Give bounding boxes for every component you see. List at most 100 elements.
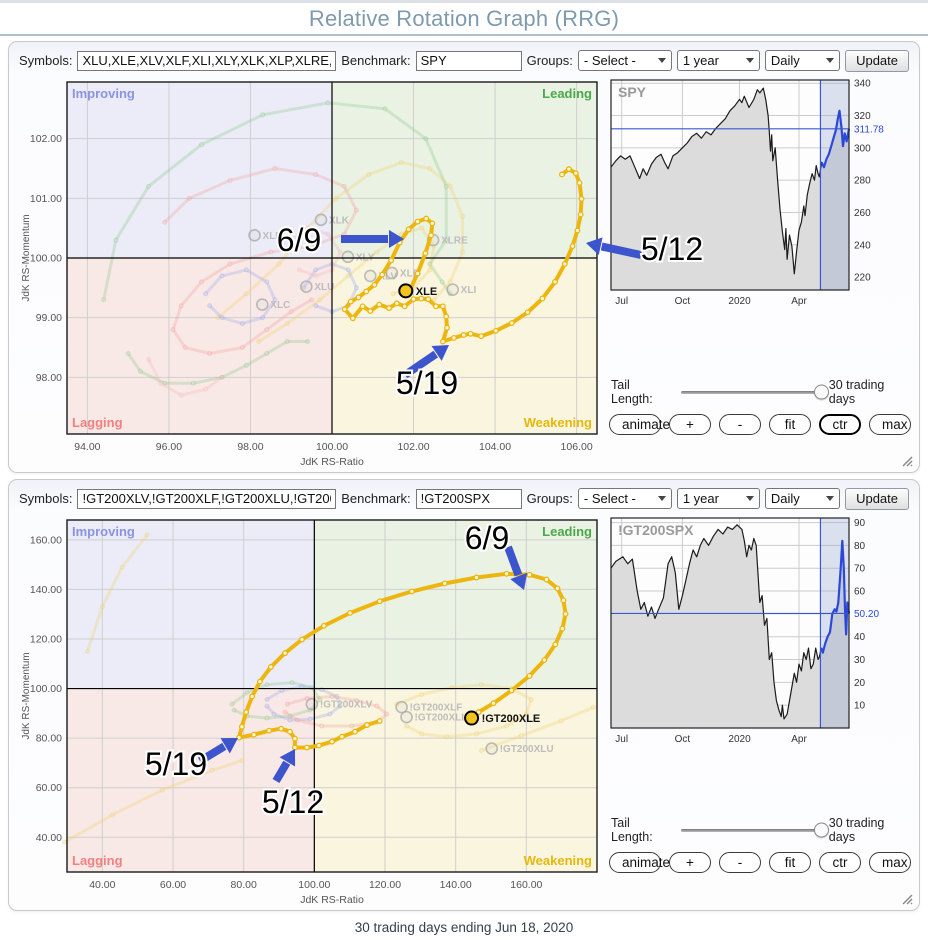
animate-button[interactable]: animate: [609, 414, 670, 435]
zoom-in-button[interactable]: +: [669, 414, 711, 435]
svg-text:Improving: Improving: [72, 86, 135, 101]
max-button[interactable]: max: [869, 852, 911, 873]
svg-text:XLRE: XLRE: [441, 236, 468, 247]
max-button[interactable]: max: [869, 414, 911, 435]
update-button[interactable]: Update: [845, 487, 909, 510]
resize-handle-icon[interactable]: [899, 891, 913, 905]
svg-text:Weakening: Weakening: [524, 415, 592, 430]
svg-text:Jul: Jul: [615, 296, 628, 307]
animate-button[interactable]: animate: [609, 852, 670, 873]
svg-text:Apr: Apr: [791, 734, 807, 745]
svg-text:102.00: 102.00: [397, 441, 429, 453]
symbols-label: Symbols:: [19, 491, 73, 506]
svg-text:2020: 2020: [728, 734, 751, 745]
page-title: Relative Rotation Graph (RRG): [308, 5, 620, 31]
tail-length-slider[interactable]: [680, 384, 829, 400]
svg-text:Leading: Leading: [542, 524, 592, 539]
period-select-value: 1 year: [682, 491, 719, 506]
groups-label: Groups:: [526, 53, 573, 68]
svg-text:JdK RS-Ratio: JdK RS-Ratio: [300, 894, 364, 904]
update-button[interactable]: Update: [845, 49, 909, 72]
rrg-chart[interactable]: 40.00 60.00 80.00 100.00 120.00 140.00 160.00 4…: [19, 514, 609, 909]
svg-text:!GT200XLU: !GT200XLU: [500, 744, 554, 755]
svg-text:140.00: 140.00: [440, 879, 472, 891]
rrg-chart-svg[interactable]: 94.00 96.00 98.00 100.00 102.00 104.00 106.00 9…: [19, 76, 609, 468]
svg-text:Oct: Oct: [675, 734, 691, 745]
benchmark-mini-chart[interactable]: 340 320 300 280 260 240 220 311.78 Jul Oct 2020 Apr…: [609, 76, 911, 316]
svg-text:94.00: 94.00: [74, 441, 100, 453]
tail-length-label: Tail Length:: [611, 816, 653, 844]
svg-text:JdK RS-Momentum: JdK RS-Momentum: [21, 214, 32, 301]
chevron-down-icon: [745, 496, 754, 501]
svg-text:100.00: 100.00: [316, 441, 348, 453]
svg-text:70: 70: [854, 564, 866, 575]
svg-text:100.00: 100.00: [30, 253, 62, 265]
zoom-out-button[interactable]: -: [719, 414, 761, 435]
svg-text:Improving: Improving: [72, 524, 135, 539]
svg-text:SPY: SPY: [618, 84, 647, 100]
svg-text:XLP: XLP: [400, 268, 420, 279]
benchmark-mini-panel: 90 80 70 60 40 30 20 10 50.20 Jul Oct 2020 Apr !GT200…: [609, 514, 911, 906]
frequency-select-value: Daily: [770, 53, 800, 68]
resize-handle-icon[interactable]: [899, 453, 913, 467]
svg-text:JdK RS-Ratio: JdK RS-Ratio: [300, 456, 364, 466]
svg-text:80.00: 80.00: [231, 879, 257, 891]
period-select[interactable]: 1 year: [676, 488, 760, 509]
fit-button[interactable]: fit: [769, 852, 811, 873]
benchmark-label: Benchmark:: [341, 491, 411, 506]
symbols-input[interactable]: [77, 488, 337, 509]
benchmark-label: Benchmark:: [341, 53, 411, 68]
benchmark-mini-chart[interactable]: 90 80 70 60 40 30 20 10 50.20 Jul Oct 2020 Apr !GT200…: [609, 514, 911, 754]
svg-text:!GT200XLE: !GT200XLE: [482, 713, 541, 725]
symbols-input[interactable]: [77, 50, 337, 71]
rrg-panel-gt200: Symbols: Benchmark: Groups: - Select - 1…: [8, 479, 920, 911]
svg-text:102.00: 102.00: [30, 133, 62, 145]
tail-length-value: 30 trading days: [828, 816, 885, 844]
svg-text:XLI: XLI: [461, 285, 477, 296]
svg-text:260: 260: [854, 208, 871, 219]
tail-length-row: Tail Length: 30 trading days: [611, 816, 911, 844]
rrg-chart-svg[interactable]: 40.00 60.00 80.00 100.00 120.00 140.00 160.00 4…: [19, 514, 609, 906]
chevron-down-icon: [826, 496, 835, 501]
svg-text:XLU: XLU: [314, 282, 334, 293]
svg-text:40.00: 40.00: [36, 832, 62, 844]
svg-text:101.00: 101.00: [30, 193, 62, 205]
svg-text:280: 280: [854, 176, 871, 187]
slider-knob[interactable]: [813, 384, 829, 400]
frequency-select[interactable]: Daily: [764, 50, 841, 71]
fit-button[interactable]: fit: [769, 414, 811, 435]
tail-length-value: 30 trading days: [828, 378, 885, 406]
benchmark-input[interactable]: [415, 488, 522, 509]
svg-text:XLK: XLK: [329, 215, 350, 226]
groups-select[interactable]: - Select -: [577, 488, 672, 509]
svg-text:!GT200SPX: !GT200SPX: [618, 522, 694, 538]
svg-text:Lagging: Lagging: [72, 853, 123, 868]
period-select-value: 1 year: [682, 53, 719, 68]
svg-text:!GT200XLI: !GT200XLI: [415, 713, 465, 724]
zoom-in-button[interactable]: +: [669, 852, 711, 873]
groups-select[interactable]: - Select -: [577, 50, 672, 71]
center-button[interactable]: ctr: [819, 852, 861, 873]
rrg-chart[interactable]: 94.00 96.00 98.00 100.00 102.00 104.00 106.00 9…: [19, 76, 609, 471]
svg-text:140.00: 140.00: [30, 584, 62, 596]
svg-text:50.20: 50.20: [854, 609, 879, 620]
svg-text:320: 320: [854, 111, 871, 122]
svg-text:240: 240: [854, 240, 871, 251]
groups-label: Groups:: [526, 491, 573, 506]
svg-text:Weakening: Weakening: [524, 853, 592, 868]
period-select[interactable]: 1 year: [676, 50, 760, 71]
svg-text:!GT200XLF: !GT200XLF: [410, 703, 463, 714]
center-button[interactable]: ctr: [819, 414, 861, 435]
svg-text:20: 20: [854, 678, 866, 689]
slider-knob[interactable]: [813, 822, 829, 838]
groups-select-value: - Select -: [583, 491, 636, 506]
frequency-select[interactable]: Daily: [764, 488, 841, 509]
svg-text:XLC: XLC: [270, 300, 290, 311]
groups-select-value: - Select -: [583, 53, 636, 68]
zoom-out-button[interactable]: -: [719, 852, 761, 873]
tail-length-slider[interactable]: [680, 822, 829, 838]
benchmark-mini-panel: 340 320 300 280 260 240 220 311.78 Jul Oct 2020 Apr…: [609, 76, 911, 468]
svg-text:XLF: XLF: [263, 231, 282, 242]
benchmark-input[interactable]: [415, 50, 522, 71]
toolbar: Symbols: Benchmark: Groups: - Select - 1…: [19, 486, 909, 511]
